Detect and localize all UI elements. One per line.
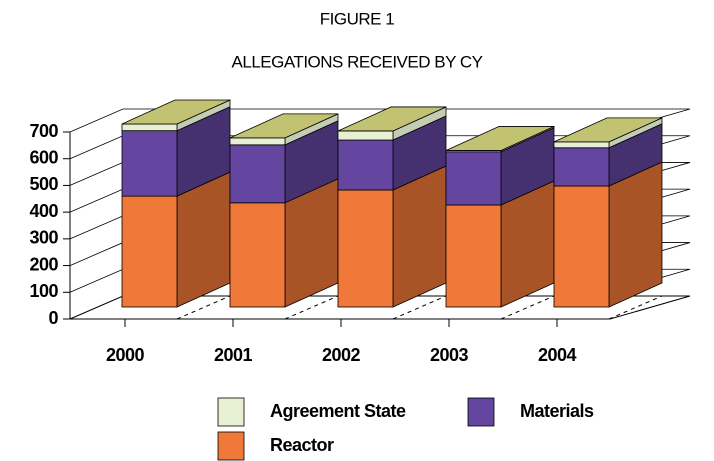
y-tick-label: 300 bbox=[29, 228, 58, 248]
bar bbox=[445, 151, 502, 206]
legend-label: Materials bbox=[520, 401, 594, 421]
floor-dash bbox=[392, 295, 447, 320]
x-tick-label: 2000 bbox=[106, 345, 145, 365]
bar bbox=[121, 123, 178, 132]
bar bbox=[229, 202, 286, 308]
y-tick-label: 200 bbox=[29, 254, 58, 274]
y-tick-label: 0 bbox=[48, 308, 58, 328]
bar-top bbox=[121, 99, 231, 125]
y-tick-label: 600 bbox=[29, 147, 58, 167]
bar bbox=[121, 195, 178, 308]
floor-dash bbox=[176, 295, 231, 320]
bar-top bbox=[553, 117, 663, 143]
bar bbox=[553, 141, 610, 149]
chart-title: FIGURE 1 bbox=[320, 9, 394, 28]
legend-swatch bbox=[217, 431, 245, 461]
bar bbox=[553, 185, 610, 308]
bar bbox=[229, 144, 286, 204]
bar-top bbox=[445, 126, 555, 151]
bar-top bbox=[337, 106, 447, 132]
floor bbox=[69, 295, 691, 320]
y-tick-label: 700 bbox=[29, 121, 58, 141]
bar-side bbox=[608, 161, 663, 308]
bar-top bbox=[229, 113, 339, 139]
bar bbox=[337, 130, 394, 141]
bar bbox=[445, 204, 502, 308]
y-tick-label: 100 bbox=[29, 281, 58, 301]
legend-swatch bbox=[217, 397, 245, 427]
y-tick-label: 400 bbox=[29, 201, 58, 221]
bar bbox=[553, 147, 610, 187]
bar-side bbox=[392, 165, 447, 308]
x-tick-label: 2002 bbox=[322, 345, 361, 365]
bar bbox=[121, 130, 178, 197]
chart-subtitle: ALLEGATIONS RECEIVED BY CY bbox=[232, 52, 483, 71]
x-tick-label: 2003 bbox=[430, 345, 469, 365]
x-tick-label: 2004 bbox=[538, 345, 577, 365]
legend-label: Agreement State bbox=[270, 401, 406, 421]
y-tick-label: 500 bbox=[29, 174, 58, 194]
x-tick-label: 2001 bbox=[214, 345, 253, 365]
legend-swatch bbox=[467, 397, 495, 427]
legend-label: Reactor bbox=[270, 435, 334, 455]
bar bbox=[337, 139, 394, 191]
floor-dash bbox=[500, 295, 555, 320]
bar bbox=[229, 137, 286, 146]
floor-dash bbox=[608, 295, 663, 320]
bar bbox=[337, 189, 394, 308]
floor-dash bbox=[284, 295, 339, 320]
